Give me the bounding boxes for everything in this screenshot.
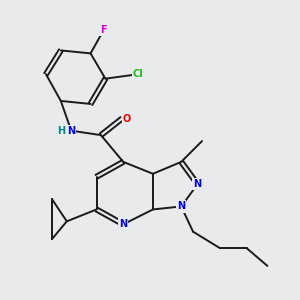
Text: N: N [119, 219, 127, 229]
Text: O: O [123, 114, 131, 124]
Text: N: N [67, 126, 75, 136]
Text: F: F [100, 25, 107, 34]
Text: N: N [177, 202, 185, 212]
Text: H: H [57, 126, 65, 136]
Text: N: N [194, 179, 202, 189]
Text: Cl: Cl [133, 69, 143, 79]
